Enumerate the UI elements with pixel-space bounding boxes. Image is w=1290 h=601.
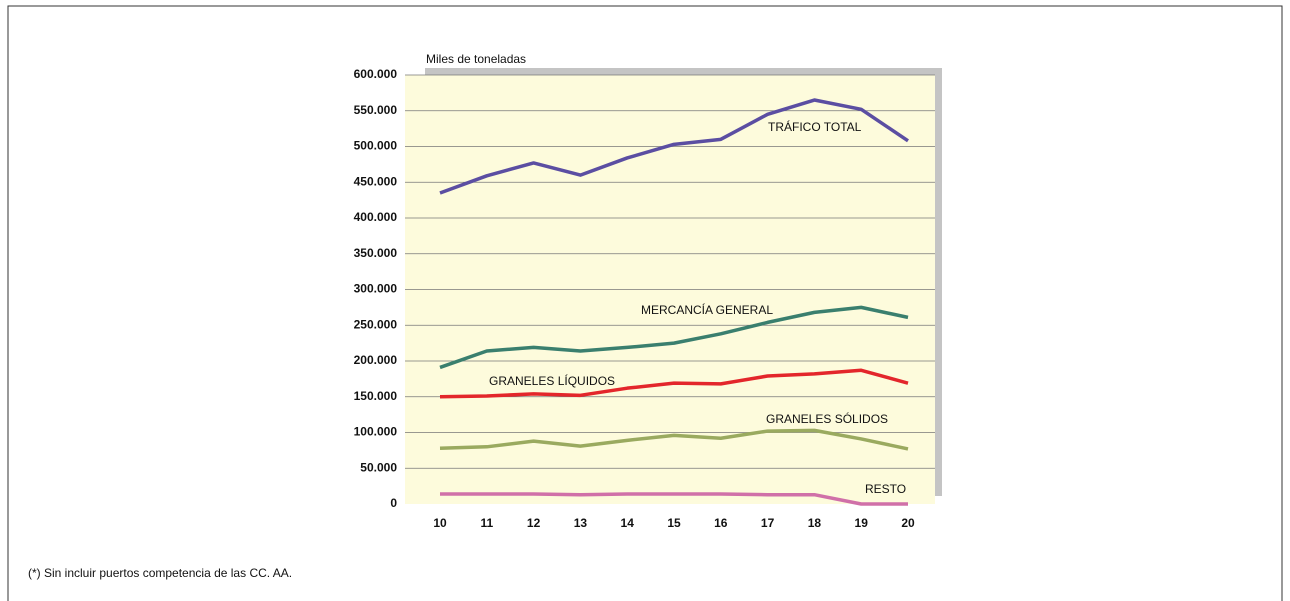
x-tick-label: 16: [714, 516, 728, 530]
x-tick-label: 12: [527, 516, 541, 530]
series-label: TRÁFICO TOTAL: [768, 119, 862, 134]
y-tick-label: 550.000: [354, 103, 398, 117]
series-line: [439, 98, 909, 195]
y-tick-label: 600.000: [354, 67, 398, 81]
series-label: GRANELES SÓLIDOS: [766, 411, 888, 426]
x-tick-label: 15: [667, 516, 681, 530]
x-tick-label: 20: [901, 516, 915, 530]
y-tick-label: 250.000: [354, 317, 398, 331]
x-tick-label: 18: [808, 516, 822, 530]
series-label: RESTO: [865, 482, 906, 496]
y-tick-label: 50.000: [360, 460, 397, 474]
y-tick-label: 200.000: [354, 353, 398, 367]
x-tick-label: 14: [621, 516, 635, 530]
y-tick-label: 300.000: [354, 282, 398, 296]
y-axis-title: Miles de toneladas: [426, 52, 526, 66]
series-line: [439, 368, 909, 399]
x-tick-label: 11: [480, 516, 493, 530]
x-tick-label: 13: [574, 516, 588, 530]
x-tick-label: 10: [433, 516, 447, 530]
y-tick-label: 100.000: [354, 425, 398, 439]
y-tick-label: 450.000: [354, 174, 398, 188]
y-tick-label: 0: [390, 496, 397, 510]
y-tick-label: 150.000: [354, 389, 398, 403]
y-tick-label: 400.000: [354, 210, 398, 224]
series-label: GRANELES LÍQUIDOS: [489, 373, 615, 388]
series-line: [440, 492, 908, 506]
y-tick-label: 500.000: [354, 139, 398, 153]
y-tick-label: 350.000: [354, 246, 398, 260]
series-line: [439, 305, 909, 370]
x-tick-label: 19: [855, 516, 869, 530]
x-tick-label: 17: [761, 516, 775, 530]
frame: [7, 5, 1283, 601]
series-label: MERCANCÍA GENERAL: [641, 302, 773, 317]
footnote: (*) Sin incluir puertos competencia de l…: [28, 566, 292, 580]
series-line: [439, 428, 909, 451]
